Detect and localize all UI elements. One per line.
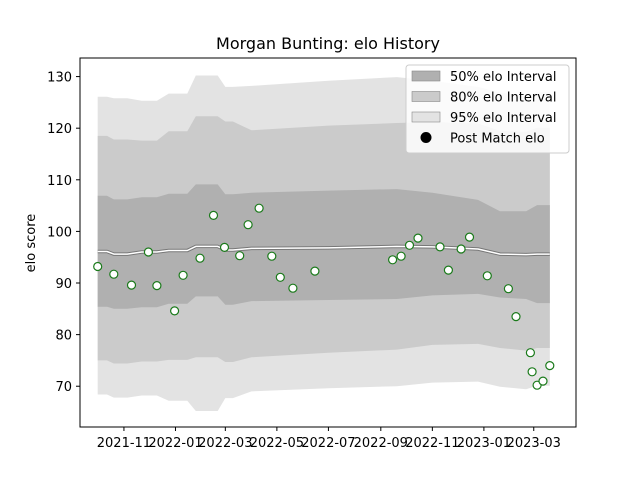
- interval-bands: [97, 75, 550, 411]
- x-tick-label: 2022-11: [405, 436, 459, 451]
- data-point: [413, 233, 423, 243]
- data-point: [511, 312, 521, 322]
- data-point: [170, 306, 180, 316]
- y-tick-label: 130: [47, 71, 72, 86]
- legend-swatch-band95: [411, 111, 441, 123]
- x-tick-label: 2022-05: [250, 436, 304, 451]
- data-point: [235, 251, 245, 261]
- data-point: [538, 376, 548, 386]
- data-point: [208, 210, 219, 220]
- data-point: [267, 251, 277, 261]
- y-axis: 70 80 90 100 110 120 130: [47, 71, 80, 395]
- legend-label: 95% elo Interval: [450, 111, 557, 126]
- data-point: [195, 253, 205, 263]
- legend-label: 80% elo Interval: [450, 91, 557, 106]
- data-point: [525, 348, 536, 358]
- y-tick-label: 110: [47, 174, 72, 189]
- data-point: [275, 272, 285, 282]
- legend-label: Post Match elo: [450, 132, 545, 147]
- data-point: [109, 269, 119, 279]
- x-tick-label: 2023-03: [507, 436, 561, 451]
- y-tick-label: 70: [55, 380, 72, 395]
- data-point: [288, 283, 298, 293]
- data-point: [464, 232, 475, 242]
- legend-box: [405, 64, 570, 154]
- x-tick-label: 2022-09: [354, 436, 408, 451]
- data-point: [254, 203, 264, 213]
- y-tick-label: 100: [47, 225, 72, 240]
- data-point: [396, 251, 406, 261]
- legend: 50% elo Interval 80% elo Interval 95% elo …: [405, 64, 570, 154]
- data-point: [545, 361, 555, 371]
- data-point: [178, 270, 188, 280]
- x-tick-label: 2022-01: [148, 436, 202, 451]
- legend-swatch-point: [420, 132, 432, 143]
- x-tick-label: 2023-01: [457, 436, 511, 451]
- data-point: [243, 220, 253, 230]
- y-axis-label: elo score: [24, 214, 39, 273]
- data-point: [435, 242, 445, 252]
- data-point: [503, 284, 513, 294]
- y-tick-label: 120: [47, 122, 72, 137]
- data-point: [143, 247, 153, 257]
- legend-swatch-band80: [411, 91, 441, 102]
- data-point: [388, 255, 398, 265]
- data-point: [152, 281, 162, 291]
- y-tick-label: 80: [55, 329, 72, 344]
- data-point: [443, 265, 453, 275]
- x-tick-label: 2022-07: [301, 436, 355, 451]
- data-point: [482, 271, 492, 281]
- data-point: [404, 240, 415, 250]
- x-axis: 2021-112022-012022-032022-052022-072022-…: [97, 427, 561, 451]
- data-point: [219, 242, 230, 252]
- data-point: [93, 261, 103, 272]
- x-tick-label: 2021-11: [97, 436, 151, 451]
- data-point: [126, 280, 137, 290]
- post-match-points: [93, 203, 555, 390]
- data-point: [310, 266, 320, 276]
- x-tick-label: 2022-03: [198, 436, 252, 451]
- chart-title: Morgan Bunting: elo History: [216, 34, 440, 53]
- data-point: [527, 367, 537, 377]
- y-tick-label: 90: [55, 277, 72, 292]
- legend-swatch-band50: [411, 70, 441, 82]
- data-point: [456, 244, 466, 254]
- legend-label: 50% elo Interval: [450, 70, 557, 85]
